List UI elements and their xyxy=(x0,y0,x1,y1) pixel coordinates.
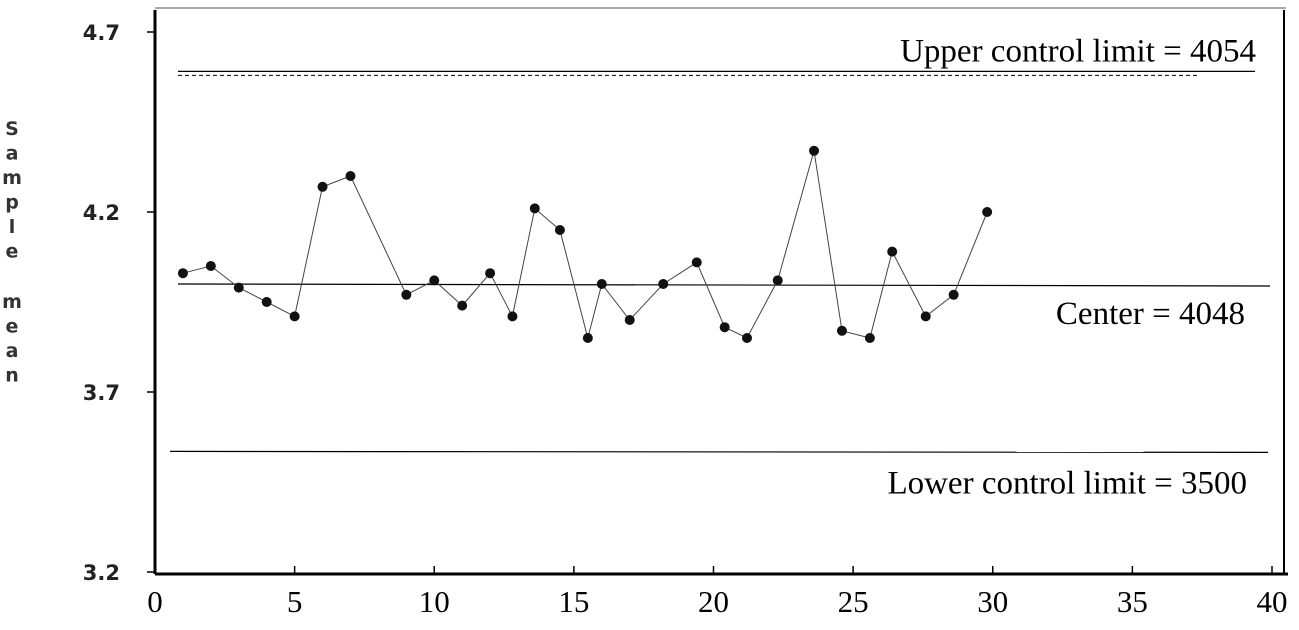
data-point xyxy=(554,225,565,235)
data-point xyxy=(345,171,356,181)
reference-lines: Upper control limit = 4054 Center = 4048 L… xyxy=(169,33,1271,501)
series-line xyxy=(182,150,988,340)
x-tick-label: 10 xyxy=(419,584,450,619)
y-axis-label-letter: e xyxy=(6,316,19,338)
data-point xyxy=(582,333,593,343)
data-point xyxy=(596,279,607,289)
data-point xyxy=(809,145,820,156)
data-point xyxy=(772,275,783,286)
y-axis-label-letter: p xyxy=(5,192,19,214)
data-point xyxy=(982,207,993,217)
data-point xyxy=(864,333,875,343)
data-point xyxy=(429,275,440,286)
data-point xyxy=(317,181,328,192)
y-tick-label: 3.7 xyxy=(83,381,120,405)
x-tick-label: 0 xyxy=(147,584,163,619)
x-tick-label: 40 xyxy=(1257,584,1288,619)
center-line-label: Center = 4048 xyxy=(1056,296,1245,332)
x-tick-label: 25 xyxy=(838,584,869,619)
data-point xyxy=(177,268,188,279)
data-point xyxy=(205,261,216,271)
y-axis-ticks: 3.2 3.7 4.2 4.7 xyxy=(83,21,155,585)
data-point xyxy=(836,325,847,336)
y-tick-label: 4.2 xyxy=(83,201,120,225)
y-axis-label-letter: m xyxy=(2,167,22,189)
data-point xyxy=(457,300,468,311)
data-point xyxy=(401,289,412,300)
y-axis-label-letter: m xyxy=(2,291,22,313)
x-tick-label: 30 xyxy=(977,584,1008,619)
x-tick-label: 20 xyxy=(698,584,729,619)
y-tick-label: 4.7 xyxy=(83,21,120,45)
data-point xyxy=(887,246,898,257)
upper-control-limit-label: Upper control limit = 4054 xyxy=(900,33,1256,69)
data-point xyxy=(658,279,669,289)
data-point xyxy=(289,311,300,322)
data-point xyxy=(507,311,518,322)
x-tick-label: 35 xyxy=(1117,584,1148,619)
lower-control-limit-line xyxy=(169,450,1269,453)
data-point xyxy=(691,257,702,268)
data-point xyxy=(719,322,730,333)
x-tick-label: 15 xyxy=(558,584,589,619)
y-axis-label-letter: a xyxy=(6,340,19,362)
data-point xyxy=(920,311,931,322)
y-axis-label-letter: a xyxy=(6,143,19,165)
y-axis-label-letter: S xyxy=(5,118,19,140)
lower-control-limit-label: Lower control limit = 3500 xyxy=(887,465,1247,501)
data-point xyxy=(529,203,540,214)
data-series xyxy=(177,145,993,343)
y-axis-label-letter: e xyxy=(6,241,19,263)
y-axis-label-letter: l xyxy=(9,216,16,238)
data-point xyxy=(233,282,244,293)
center-line xyxy=(177,283,1271,287)
data-point xyxy=(948,289,959,300)
x-tick-label: 5 xyxy=(287,584,303,619)
data-point xyxy=(742,333,753,343)
y-axis-label-letter: n xyxy=(5,365,19,387)
x-axis-ticks: 0 5 10 15 20 25 30 35 40 xyxy=(147,566,1288,619)
data-point xyxy=(261,297,272,307)
y-tick-label: 3.2 xyxy=(83,561,120,585)
data-point xyxy=(624,315,635,325)
data-point xyxy=(485,268,496,279)
